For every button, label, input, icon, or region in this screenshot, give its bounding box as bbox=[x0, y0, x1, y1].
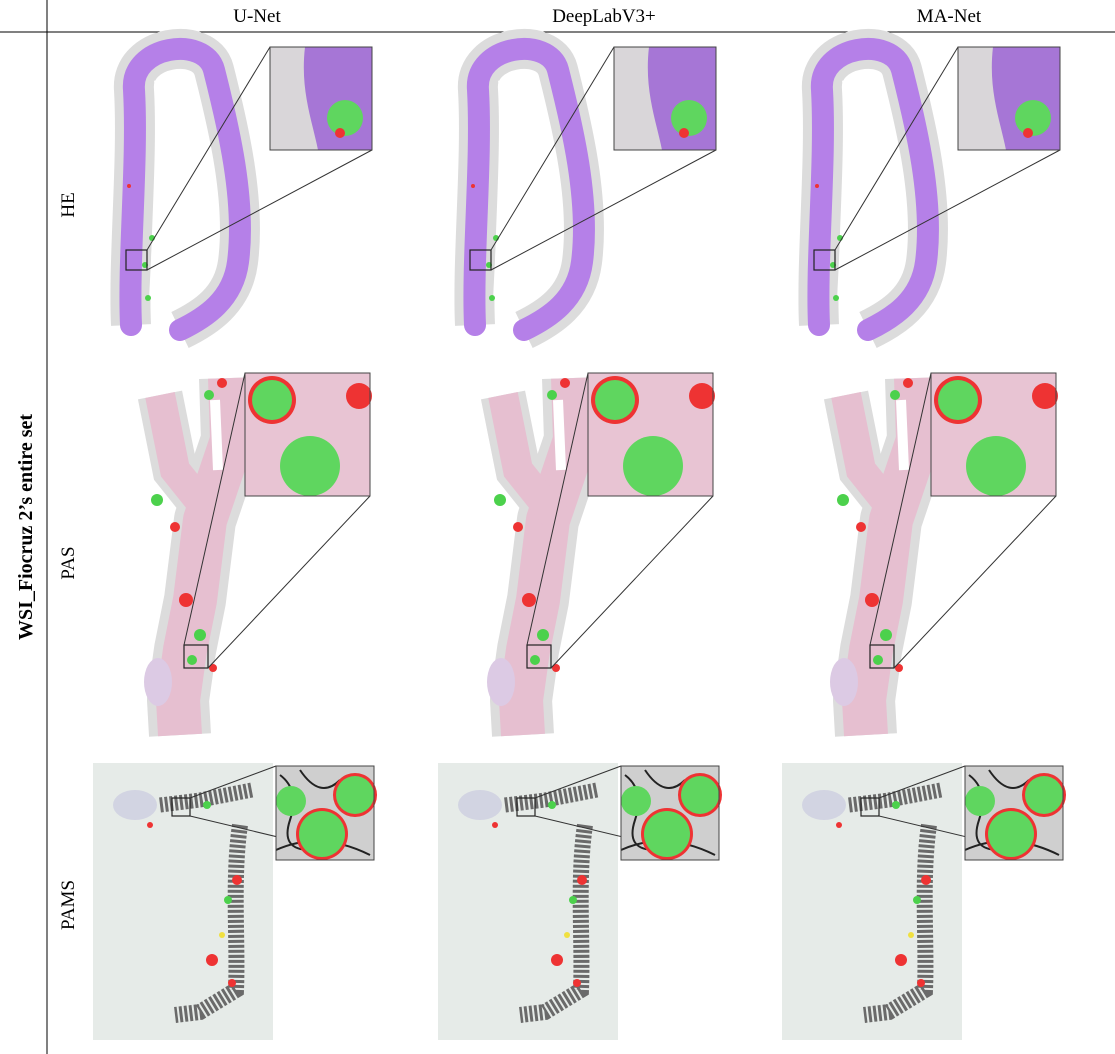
pas-image bbox=[487, 373, 715, 735]
column-header: DeepLabV3+ bbox=[552, 6, 656, 27]
side-label: WSI_Fiocruz 2’s entire set bbox=[15, 414, 37, 640]
row-label: HE bbox=[58, 192, 79, 217]
he-image bbox=[470, 47, 716, 330]
he-image bbox=[126, 47, 372, 330]
column-header: MA-Net bbox=[917, 6, 982, 27]
row-label: PAS bbox=[58, 546, 79, 579]
he-image bbox=[814, 47, 1060, 330]
pams-image bbox=[782, 763, 1066, 1040]
row-label: PAMS bbox=[58, 880, 79, 930]
figure: U-Net DeepLabV3+ MA-Net HE PAS PAMS WSI_… bbox=[0, 0, 1115, 1054]
pas-image bbox=[144, 373, 372, 735]
pams-image bbox=[438, 763, 722, 1040]
column-header: U-Net bbox=[233, 6, 281, 27]
pas-image bbox=[830, 373, 1058, 735]
pams-image bbox=[93, 763, 377, 1040]
